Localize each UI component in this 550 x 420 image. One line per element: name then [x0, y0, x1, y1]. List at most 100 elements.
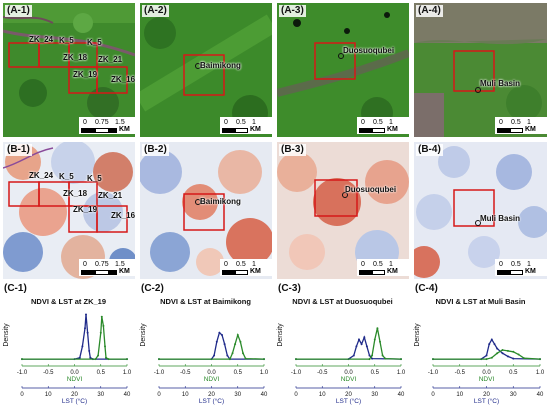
panel-b4: (B-4) Muli Basin 0 0.5 1 KM: [413, 141, 548, 280]
chart-c2: NDVI & LST at Baimikong Density -1.0 -0.5 0…: [137, 292, 274, 420]
chart-panel-label: (C-2): [141, 283, 164, 294]
data-point: [226, 354, 229, 357]
scale-tick: 1: [389, 261, 393, 268]
data-point: [506, 355, 509, 358]
data-point: [352, 354, 355, 357]
data-point: [506, 349, 509, 352]
data-point: [231, 352, 234, 355]
chart-title: NDVI & LST at Baimikong: [160, 297, 251, 306]
data-point: [523, 357, 525, 360]
scale-tick: 0: [224, 119, 228, 126]
data-point: [236, 334, 239, 336]
satellite-image: [3, 3, 135, 137]
site-label: ZK_16: [111, 75, 136, 84]
site-label: ZK_19: [73, 70, 98, 79]
series-line: [22, 316, 127, 360]
data-point: [512, 357, 515, 360]
series-line: [22, 314, 127, 360]
difference-map: [277, 142, 409, 279]
ndvi-tick-label: 1.0: [397, 370, 406, 376]
data-point: [517, 353, 520, 356]
ndvi-tick-label: 1.0: [536, 370, 545, 376]
data-point: [244, 357, 247, 360]
lst-tick-label: 30: [97, 392, 104, 398]
scale-bar: 0 0.75 1.5 KM: [79, 117, 135, 134]
site-label: K_5: [87, 38, 102, 47]
data-point: [99, 331, 102, 334]
scale-bar: 0 0.5 1 KM: [220, 259, 272, 276]
data-point: [213, 354, 216, 357]
lst-tick-label: 0: [431, 392, 435, 398]
scale-bar: 0 0.5 1 KM: [357, 259, 409, 276]
data-point: [363, 336, 366, 339]
lst-tick-label: 30: [371, 392, 378, 398]
data-point: [218, 331, 221, 334]
scale-bar: 0 0.5 1 KM: [220, 117, 272, 134]
lst-tick-label: 40: [261, 392, 268, 398]
data-point: [295, 358, 297, 361]
scale-tick: 0: [224, 261, 228, 268]
panel-label: (B-3): [279, 144, 306, 156]
ndvi-tick-label: -1.0: [428, 370, 439, 376]
series-line: [433, 349, 541, 360]
difference-map: [140, 142, 272, 279]
data-point: [490, 338, 493, 341]
site-label: ZK_18: [63, 53, 88, 62]
data-point: [384, 357, 387, 360]
scale-bar: 0 0.5 1 KM: [357, 117, 409, 134]
panel-a2: (A-2) Baimikong 0 0.5 1 KM: [139, 2, 273, 138]
ndvi-tick-label: -1.0: [154, 370, 165, 376]
site-label: K_5: [59, 36, 74, 45]
data-point: [94, 358, 97, 361]
panel-label: (A-4): [416, 5, 443, 17]
data-point: [239, 340, 242, 343]
data-point: [158, 358, 160, 361]
chart-plot: Density -1.0 -0.5 0.0 0.5 1.0 NDVI 0 10 20 30 40 LST…: [277, 323, 406, 405]
series-line: [159, 332, 265, 360]
scale-tick: 0.75: [95, 261, 109, 268]
km-label: KM: [525, 126, 536, 133]
data-point: [355, 345, 358, 348]
data-point: [89, 356, 92, 359]
ndvi-tick-label: -1.0: [291, 370, 302, 376]
ndvi-tick-label: -0.5: [455, 370, 466, 376]
scale-tick: 0.5: [236, 119, 246, 126]
site-label: Duosuoqubei: [343, 46, 395, 55]
site-label: Duosuoqubei: [345, 185, 397, 194]
data-point: [496, 347, 499, 350]
satellite-image: [140, 3, 272, 137]
data-point: [234, 343, 237, 346]
data-point: [490, 356, 493, 359]
data-point: [88, 349, 91, 352]
data-point: [371, 354, 374, 357]
scale-tick: 0.75: [95, 119, 109, 126]
data-point: [488, 343, 491, 346]
data-point: [107, 358, 110, 361]
lst-tick-label: 40: [537, 392, 544, 398]
lst-axis-label: LST (°C): [62, 397, 87, 405]
scale-tick: 0: [499, 261, 503, 268]
data-point: [102, 324, 105, 327]
data-point: [221, 334, 223, 336]
lst-tick-label: 10: [319, 392, 326, 398]
km-label: KM: [525, 268, 536, 275]
data-point: [501, 349, 504, 351]
site-label: ZK_18: [63, 189, 88, 198]
lst-tick-label: 10: [45, 392, 52, 398]
scale-tick: 1: [389, 119, 393, 126]
scale-tick: 0: [361, 261, 365, 268]
lst-axis-label: LST (°C): [474, 397, 499, 405]
data-point: [485, 354, 488, 357]
lst-tick-label: 0: [157, 392, 161, 398]
difference-map: [414, 142, 547, 279]
ndvi-tick-label: 0.5: [97, 370, 106, 376]
chart-title: NDVI & LST at Duosuoqubei: [292, 297, 393, 306]
km-label: KM: [250, 268, 261, 275]
site-label: ZK_16: [111, 211, 136, 220]
data-point: [21, 358, 23, 361]
panel-label: (A-3): [279, 5, 306, 17]
site-label: K_5: [59, 172, 74, 181]
lst-tick-label: 40: [398, 392, 405, 398]
ndvi-axis-label: NDVI: [341, 376, 357, 383]
lst-tick-label: 20: [208, 392, 215, 398]
